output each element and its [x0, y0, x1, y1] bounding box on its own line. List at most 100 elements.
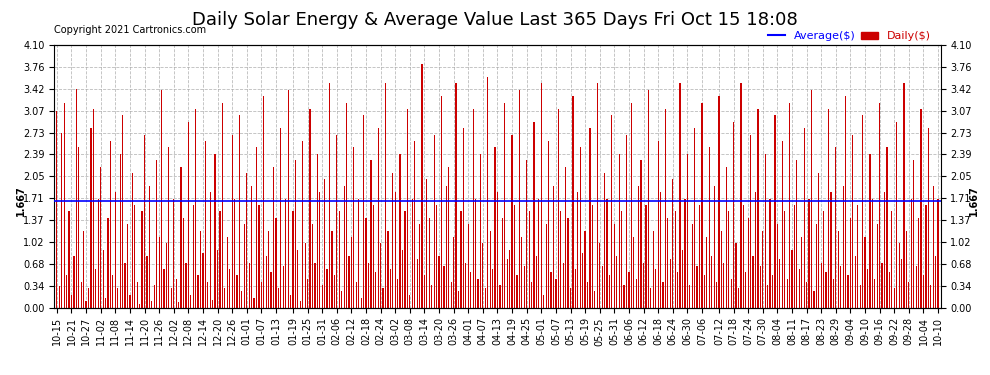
Bar — [165, 243, 167, 308]
Bar — [694, 128, 695, 308]
Bar — [234, 199, 236, 308]
Bar — [823, 211, 825, 308]
Bar — [799, 269, 800, 308]
Bar — [619, 154, 620, 308]
Bar — [100, 166, 101, 308]
Bar — [821, 262, 822, 308]
Bar — [339, 211, 340, 308]
Bar — [424, 276, 425, 308]
Bar — [190, 295, 191, 307]
Bar — [441, 96, 443, 308]
Bar — [467, 224, 469, 308]
Bar — [285, 199, 286, 308]
Bar — [560, 211, 561, 308]
Bar — [263, 96, 264, 308]
Bar — [509, 250, 510, 308]
Bar — [283, 266, 284, 308]
Bar — [302, 141, 303, 308]
Bar — [524, 266, 525, 308]
Bar — [147, 256, 148, 307]
Bar — [494, 147, 496, 308]
Bar — [847, 276, 848, 308]
Bar — [497, 192, 498, 308]
Bar — [444, 266, 445, 308]
Bar — [175, 279, 177, 308]
Bar — [660, 192, 661, 308]
Bar — [757, 109, 758, 307]
Bar — [733, 122, 735, 308]
Bar — [519, 90, 520, 308]
Bar — [521, 237, 523, 308]
Bar — [402, 250, 403, 308]
Bar — [88, 288, 89, 308]
Bar — [499, 285, 501, 308]
Bar — [90, 128, 91, 308]
Bar — [767, 285, 768, 308]
Bar — [814, 291, 815, 308]
Bar — [310, 109, 311, 307]
Bar — [779, 260, 780, 308]
Bar — [923, 276, 924, 308]
Bar — [709, 147, 710, 308]
Bar — [908, 282, 910, 308]
Bar — [841, 266, 842, 308]
Bar — [904, 83, 905, 308]
Bar — [774, 116, 775, 308]
Bar — [507, 260, 508, 308]
Bar — [911, 199, 912, 308]
Bar — [110, 141, 111, 308]
Bar — [258, 205, 259, 308]
Bar — [305, 243, 306, 308]
Bar — [836, 147, 837, 308]
Bar — [292, 211, 294, 308]
Bar — [56, 111, 57, 308]
Bar — [358, 199, 359, 308]
Text: 1.667: 1.667 — [16, 185, 26, 216]
Bar — [222, 103, 223, 308]
Bar — [280, 128, 281, 308]
Bar — [434, 135, 435, 308]
Bar — [317, 154, 318, 308]
Bar — [828, 109, 830, 307]
Bar — [470, 272, 471, 308]
Bar — [482, 243, 483, 308]
Bar — [346, 103, 347, 308]
Bar — [926, 205, 927, 308]
Bar — [178, 302, 179, 307]
Bar — [894, 288, 895, 308]
Bar — [550, 272, 551, 308]
Bar — [353, 147, 354, 308]
Bar — [852, 135, 853, 308]
Bar — [334, 276, 335, 308]
Bar — [864, 237, 865, 308]
Bar — [85, 301, 87, 307]
Bar — [475, 199, 476, 308]
Bar — [412, 199, 413, 308]
Bar — [144, 135, 146, 308]
Bar — [811, 90, 812, 308]
Bar — [76, 88, 77, 308]
Bar — [621, 211, 623, 308]
Bar — [572, 96, 573, 308]
Bar — [344, 186, 345, 308]
Bar — [609, 276, 610, 308]
Bar — [604, 173, 605, 308]
Bar — [71, 295, 72, 307]
Bar — [300, 301, 301, 307]
Bar — [662, 282, 663, 308]
Bar — [225, 288, 226, 308]
Bar — [512, 135, 513, 308]
Bar — [643, 262, 644, 308]
Bar — [636, 279, 637, 308]
Bar — [526, 160, 528, 308]
Bar — [557, 109, 559, 307]
Bar — [677, 272, 678, 308]
Bar — [237, 276, 238, 308]
Bar — [935, 256, 937, 307]
Bar — [142, 211, 143, 308]
Bar — [251, 186, 252, 308]
Bar — [107, 218, 109, 308]
Bar — [789, 103, 790, 308]
Bar — [682, 250, 683, 308]
Bar — [173, 199, 174, 308]
